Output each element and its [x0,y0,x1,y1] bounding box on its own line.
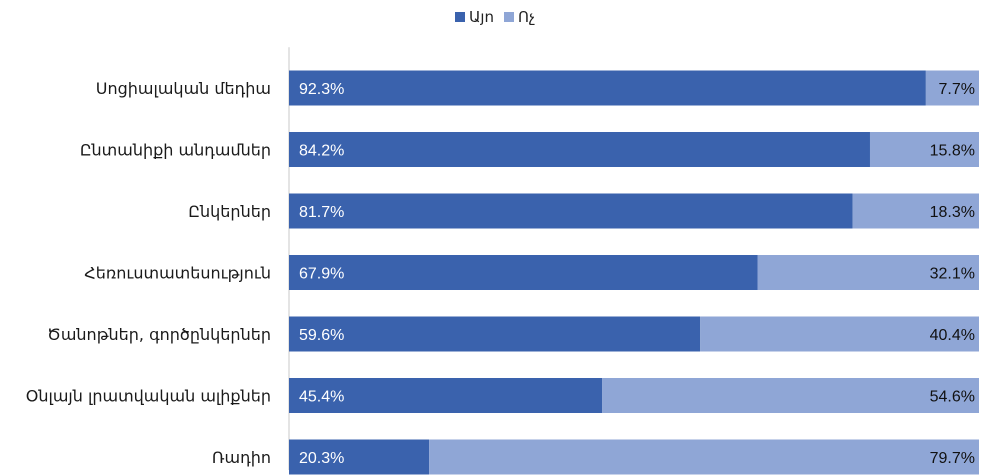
data-label-no: 15.8% [930,143,975,160]
category-label: Ընտանիքի անդամներ [80,141,271,160]
legend-item-yes: Այո [454,8,495,26]
category-label: Ընկերներ [188,202,271,221]
bar-segment-yes [289,255,758,290]
legend-swatch-no [504,12,515,22]
data-label-yes: 20.3% [299,450,344,467]
category-label: Օնլայն լրատվական ալիքներ [26,387,271,406]
data-label-yes: 45.4% [299,389,344,406]
data-label-yes: 92.3% [299,81,344,98]
data-label-no: 54.6% [930,389,975,406]
data-label-no: 79.7% [930,450,975,467]
bar-segment-yes [289,316,701,352]
bar-segment-yes [289,70,926,106]
bar-segment-no [429,439,979,475]
category-label: Սոցիալական մեդիա [96,79,271,98]
bar-segment-no [700,316,979,352]
bar-segment-no [869,132,979,167]
data-label-yes: 67.9% [299,266,344,283]
category-label: Ծանոթներ, գործընկերներ [47,325,271,344]
data-label-no: 40.4% [930,327,975,344]
chart-legend: Այո Ոչ [0,8,990,26]
bar-segment-no [852,193,979,229]
bar-segment-no [925,70,979,106]
data-label-yes: 84.2% [299,143,344,160]
legend-swatch-yes [454,12,465,22]
bar-segment-no [757,255,979,290]
category-label: Ռադիո [212,448,271,467]
bar-segment-yes [289,132,870,167]
data-label-no: 18.3% [930,204,975,221]
data-label-no: 7.7% [939,81,975,98]
bar-segment-yes [289,193,853,229]
bar-segment-no [602,378,979,413]
bar-segment-yes [289,378,603,413]
category-label: Հեռուստատեսություն [84,264,271,283]
data-label-yes: 59.6% [299,327,344,344]
data-label-yes: 81.7% [299,204,344,221]
data-label-no: 32.1% [930,266,975,283]
bar-segment-yes [289,439,430,475]
legend-item-no: Ոչ [504,8,535,26]
legend-label-yes: Այո [468,9,495,26]
legend-label-no: Ոչ [518,9,536,26]
